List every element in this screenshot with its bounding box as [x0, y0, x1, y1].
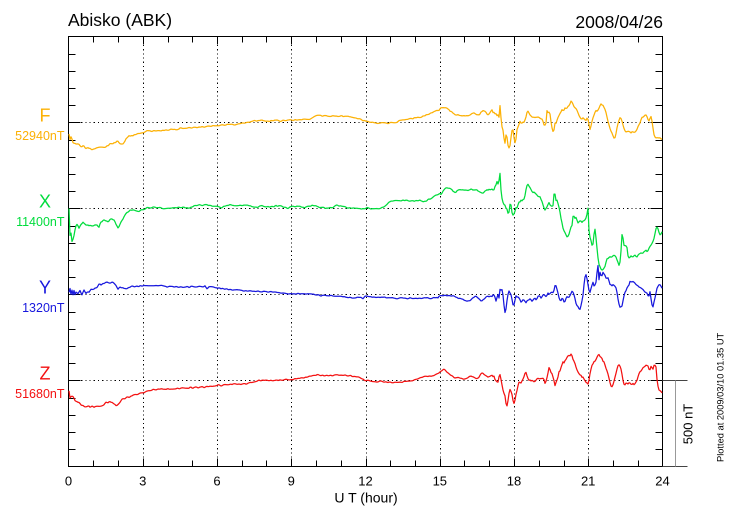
svg-text:12: 12 — [358, 474, 372, 489]
svg-text:X: X — [39, 192, 51, 212]
svg-text:Y: Y — [39, 278, 51, 298]
svg-text:51680nT: 51680nT — [15, 387, 65, 401]
svg-text:2008/04/26: 2008/04/26 — [575, 12, 663, 32]
svg-text:Abisko (ABK): Abisko (ABK) — [68, 10, 172, 30]
svg-text:500 nT: 500 nT — [681, 404, 696, 445]
svg-text:0: 0 — [65, 474, 72, 489]
svg-text:21: 21 — [581, 474, 595, 489]
svg-text:Plotted at 2009/03/10 01.35 UT: Plotted at 2009/03/10 01.35 UT — [716, 332, 726, 462]
svg-text:Z: Z — [40, 364, 51, 384]
svg-text:52940nT: 52940nT — [15, 129, 65, 143]
svg-text:U T (hour): U T (hour) — [334, 490, 397, 506]
svg-text:11400nT: 11400nT — [16, 215, 65, 229]
svg-text:9: 9 — [288, 474, 295, 489]
svg-text:F: F — [40, 106, 51, 126]
svg-text:15: 15 — [433, 474, 447, 489]
svg-text:18: 18 — [507, 474, 521, 489]
svg-text:6: 6 — [213, 474, 220, 489]
svg-text:1320nT: 1320nT — [22, 301, 65, 315]
svg-text:24: 24 — [655, 474, 669, 489]
svg-text:3: 3 — [139, 474, 146, 489]
